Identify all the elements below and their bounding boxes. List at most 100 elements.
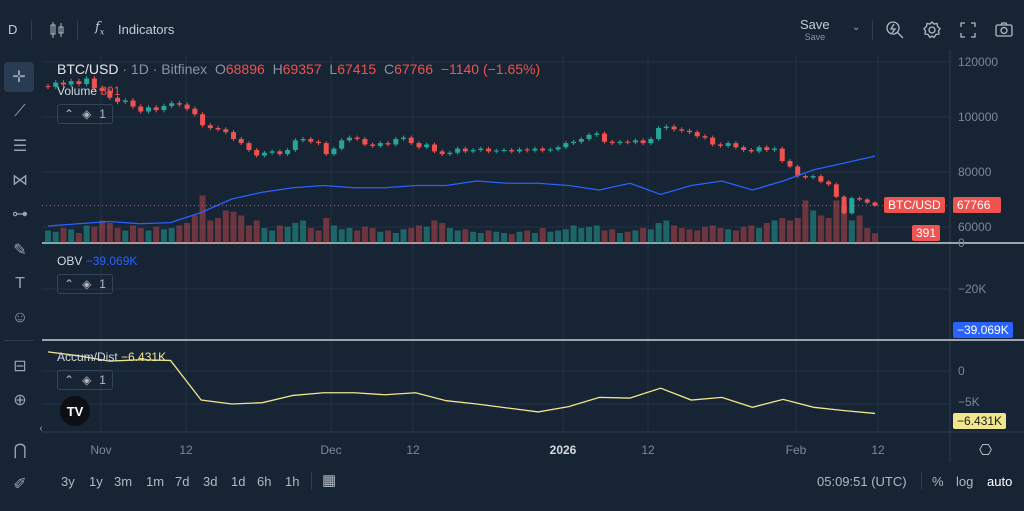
range-1m[interactable]: 1m — [146, 474, 165, 489]
range-1d[interactable]: 1d — [231, 474, 246, 489]
chevron-up-icon[interactable]: ⌃ — [64, 107, 75, 121]
interval-button[interactable]: D — [8, 22, 18, 37]
chevron-up-icon[interactable]: ⌃ — [64, 373, 75, 387]
percent-toggle[interactable]: % — [932, 474, 944, 489]
candle — [401, 137, 407, 139]
volume-bar — [222, 210, 229, 243]
ad-legend: Accum/Dist −6.431K — [57, 350, 166, 364]
candle — [748, 150, 754, 152]
volume-collapse-pill[interactable]: ⌃ ◈ 1 — [57, 104, 113, 124]
candle — [385, 143, 391, 145]
candle — [547, 149, 553, 151]
volume-bar — [516, 231, 523, 243]
volume-bar — [423, 226, 430, 243]
range-3m[interactable]: 3m — [114, 474, 133, 489]
volume-bar — [477, 233, 484, 243]
ad-collapse-pill[interactable]: ⌃ ◈ 1 — [57, 370, 113, 390]
range-6h[interactable]: 6h — [257, 474, 272, 489]
axis-settings-icon[interactable]: ⎔ — [979, 442, 993, 459]
magnet-tool-icon[interactable]: ⋂ — [13, 442, 27, 459]
range-7d[interactable]: 7d — [175, 474, 190, 489]
volume-bar — [763, 223, 770, 243]
volume-bar — [655, 223, 662, 243]
layers-icon: ◈ — [82, 107, 92, 121]
volume-bar — [439, 223, 446, 243]
time-tick: 12 — [406, 443, 420, 457]
volume-bar — [431, 220, 438, 243]
save-button[interactable]: Save Save — [800, 18, 830, 43]
ruler-tool-icon[interactable]: ⊟ — [13, 358, 27, 375]
volume-bar — [663, 220, 670, 243]
candle — [578, 139, 584, 142]
candle — [408, 137, 414, 144]
collapse-toolbar-icon[interactable]: ‹ — [39, 422, 43, 434]
text-tool-icon[interactable]: T — [15, 275, 25, 292]
obv-legend: OBV −39.069K — [57, 254, 137, 268]
obv-collapse-pill[interactable]: ⌃ ◈ 1 — [57, 274, 113, 294]
candle — [223, 129, 229, 133]
symbol-legend: BTC/USD · 1D · Bitfinex O68896 H69357 L6… — [57, 61, 541, 77]
volume-bar — [562, 229, 569, 243]
volume-bar — [647, 229, 654, 243]
lock-drawings-icon[interactable]: ✐ — [13, 476, 27, 493]
trend-line-tool-icon[interactable]: ⟋ — [14, 103, 26, 120]
volume-bar — [385, 230, 392, 243]
candle — [377, 143, 383, 146]
prediction-tool-icon[interactable]: ⊶ — [12, 206, 28, 223]
volume-bar — [632, 230, 639, 243]
candle — [176, 103, 182, 105]
candle — [431, 144, 437, 152]
tradingview-logo[interactable]: TV — [60, 396, 90, 426]
volume-bar — [408, 228, 415, 243]
volume-bar — [230, 211, 237, 243]
quick-search-icon[interactable] — [885, 20, 905, 45]
save-dropdown-chevron-icon[interactable]: ⌄ — [852, 22, 861, 33]
volume-bar — [470, 231, 477, 243]
last-price-label: 67766 — [953, 197, 1001, 213]
ad-last-label: −6.431K — [953, 413, 1007, 429]
fullscreen-icon[interactable] — [958, 20, 978, 45]
candle — [679, 129, 685, 131]
pattern-tool-icon[interactable]: ⋈ — [12, 172, 28, 189]
volume-bar — [779, 218, 786, 243]
range-1h[interactable]: 1h — [285, 474, 300, 489]
symbol-name[interactable]: BTC/USD — [57, 61, 119, 77]
volume-bar — [99, 220, 106, 243]
candle — [308, 139, 314, 142]
candle — [663, 126, 669, 128]
candle — [594, 133, 600, 135]
range-3y[interactable]: 3y — [61, 474, 75, 489]
candle-type-icon[interactable] — [47, 20, 67, 40]
volume-bar — [75, 233, 82, 243]
indicators-icon[interactable]: fx — [95, 20, 105, 37]
candle — [625, 141, 631, 143]
brush-tool-icon[interactable]: ✎ — [13, 242, 27, 259]
log-toggle[interactable]: log — [956, 474, 974, 489]
crosshair-tool-icon[interactable]: ✛ — [4, 62, 34, 92]
candle — [246, 143, 252, 150]
candle — [60, 82, 66, 85]
indicators-button[interactable]: Indicators — [118, 22, 175, 37]
fib-tool-icon[interactable]: ☰ — [12, 138, 28, 155]
emoji-tool-icon[interactable]: ☺ — [11, 309, 29, 326]
volume-bar — [817, 215, 824, 243]
range-3d[interactable]: 3d — [203, 474, 218, 489]
clock[interactable]: 05:09:51 (UTC) — [817, 474, 907, 489]
chevron-up-icon[interactable]: ⌃ — [64, 277, 75, 291]
candle — [571, 141, 577, 144]
price-tick: 0 — [958, 236, 965, 250]
screenshot-camera-icon[interactable] — [994, 20, 1014, 45]
candle — [478, 148, 484, 150]
goto-date-calendar-icon[interactable]: ▦ — [322, 472, 337, 489]
volume-bar — [462, 229, 469, 243]
settings-gear-icon[interactable] — [922, 20, 942, 45]
ad-value: −6.431K — [121, 350, 167, 364]
candle — [285, 150, 291, 155]
auto-toggle[interactable]: auto — [987, 474, 1013, 489]
volume-bar — [771, 220, 778, 243]
range-1y[interactable]: 1y — [89, 474, 103, 489]
volume-bar — [253, 220, 260, 243]
volume-bar — [346, 228, 353, 243]
zoom-in-tool-icon[interactable]: ⊕ — [13, 392, 27, 409]
